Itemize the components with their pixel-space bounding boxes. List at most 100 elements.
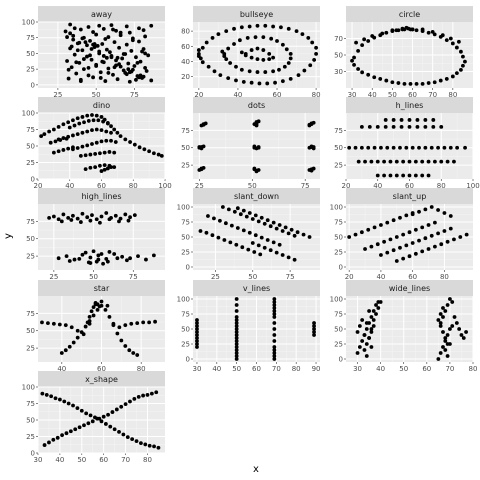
data-points xyxy=(63,22,154,84)
data-point xyxy=(384,30,389,35)
data-point xyxy=(96,118,101,123)
y-tick-label: 75 xyxy=(181,219,190,227)
data-point xyxy=(93,165,98,170)
x-tick-label: 70 xyxy=(428,91,437,99)
x-tick-label: 40 xyxy=(376,365,385,373)
data-point xyxy=(132,64,137,68)
data-point xyxy=(280,229,285,233)
data-point xyxy=(413,227,418,232)
data-point xyxy=(454,45,459,50)
data-point xyxy=(88,38,92,43)
data-point xyxy=(367,124,372,129)
data-point xyxy=(262,245,267,250)
data-point xyxy=(438,324,443,328)
x-tick-label: 40 xyxy=(57,365,66,373)
x-tick-label: 60 xyxy=(97,182,106,190)
data-point xyxy=(58,138,63,142)
data-point xyxy=(436,231,440,236)
data-point xyxy=(442,229,447,233)
data-point xyxy=(271,55,276,60)
data-point xyxy=(101,27,106,31)
plot-background xyxy=(193,22,320,88)
data-point xyxy=(56,256,61,261)
data-point xyxy=(254,122,259,127)
data-point xyxy=(137,145,142,150)
data-point xyxy=(71,145,75,150)
data-point xyxy=(259,215,264,220)
data-point xyxy=(143,51,148,56)
data-point xyxy=(388,237,393,242)
data-point xyxy=(51,150,56,155)
data-point xyxy=(366,72,371,77)
data-point xyxy=(280,253,285,257)
x-tick-label: 75 xyxy=(286,273,295,281)
data-point xyxy=(72,123,77,128)
data-point xyxy=(263,70,268,74)
data-point xyxy=(443,339,448,343)
data-point xyxy=(123,402,128,407)
data-point xyxy=(286,61,291,65)
data-point xyxy=(217,218,222,223)
data-point xyxy=(367,309,371,313)
data-point xyxy=(126,218,131,223)
data-point xyxy=(312,333,316,337)
data-point xyxy=(364,342,369,346)
x-tick-label: 30 xyxy=(193,365,202,373)
data-point xyxy=(433,244,437,249)
data-point xyxy=(417,238,421,243)
data-point xyxy=(444,38,449,43)
facet-strip-label: dino xyxy=(93,101,110,110)
data-point xyxy=(413,173,418,178)
data-point xyxy=(372,75,377,80)
data-point xyxy=(391,248,396,253)
facet-panel-star: star 40 60 80 25 50 75 xyxy=(26,280,165,373)
data-point xyxy=(89,47,94,51)
data-point xyxy=(138,73,143,78)
data-point xyxy=(401,256,406,261)
data-point xyxy=(98,76,103,80)
data-point xyxy=(80,144,85,149)
data-point xyxy=(59,219,64,224)
data-point xyxy=(302,68,307,73)
data-point xyxy=(439,159,444,164)
data-point xyxy=(113,140,118,144)
data-point xyxy=(423,236,428,241)
data-point xyxy=(59,351,64,355)
y-tick-label: 75 xyxy=(26,34,35,42)
y-tick-label: 25 xyxy=(26,345,35,353)
data-point xyxy=(261,35,266,40)
data-point xyxy=(234,315,239,319)
facet-panel-slant_down: slant_down 25 50 75 0 25 50 75 100 xyxy=(177,188,320,281)
data-point xyxy=(363,247,367,251)
data-point xyxy=(90,142,94,146)
data-point xyxy=(60,433,64,438)
y-tick-label: 25 xyxy=(26,433,35,441)
data-point xyxy=(56,217,61,222)
y-tick-label: 75 xyxy=(181,127,190,135)
data-point xyxy=(431,124,436,129)
data-point xyxy=(356,67,360,71)
data-point xyxy=(247,211,252,215)
data-point xyxy=(126,61,131,66)
facet-strip-label: high_lines xyxy=(81,192,121,201)
data-point xyxy=(222,238,227,242)
data-point xyxy=(256,243,261,248)
data-point xyxy=(104,55,109,60)
data-point xyxy=(413,159,418,164)
data-point xyxy=(102,150,107,155)
data-point xyxy=(42,443,47,447)
data-point xyxy=(68,31,73,36)
data-point xyxy=(141,74,146,79)
data-point xyxy=(107,314,112,319)
y-tick-label: 0 xyxy=(31,81,35,89)
data-point xyxy=(104,211,109,215)
data-point xyxy=(71,340,76,345)
data-point xyxy=(103,307,108,312)
data-point xyxy=(147,320,152,325)
facet-strip xyxy=(193,280,320,296)
data-point xyxy=(53,139,58,144)
data-point xyxy=(376,306,381,310)
y-tick-label: 50 xyxy=(26,327,35,335)
data-point xyxy=(310,40,315,45)
